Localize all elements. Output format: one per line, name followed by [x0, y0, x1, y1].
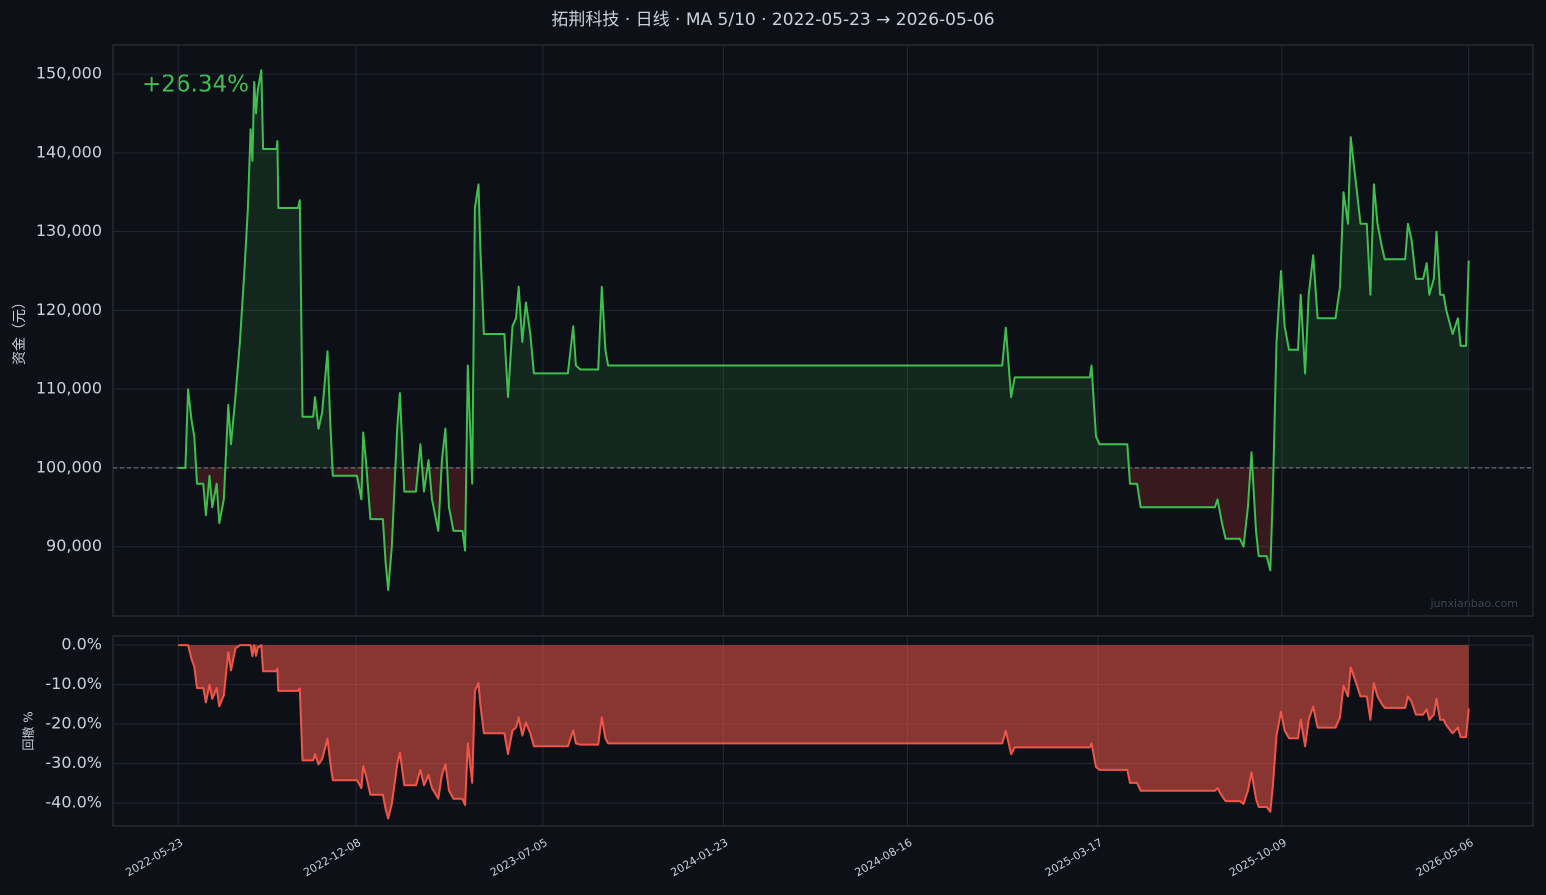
- y-tick-label: 90,000: [46, 536, 102, 555]
- watermark: junxianbao.com: [1429, 597, 1518, 610]
- drawdown-fill: [178, 645, 1469, 819]
- y-tick-label: 0.0%: [61, 635, 102, 654]
- y-tick-label: 110,000: [36, 379, 102, 398]
- y-tick-label: -20.0%: [45, 714, 102, 733]
- y-tick-label: 140,000: [36, 142, 102, 161]
- gain-fill: [178, 70, 1469, 468]
- y-tick-label: -30.0%: [45, 753, 102, 772]
- plot-frame: [112, 635, 1534, 827]
- plot-frame: [112, 44, 1534, 617]
- y-tick-label: 120,000: [36, 300, 102, 319]
- y-axis-label: 回撤 %: [21, 711, 36, 750]
- y-tick-label: -10.0%: [45, 674, 102, 693]
- series-line: [178, 644, 1470, 820]
- chart-title: 拓荆科技 · 日线 · MA 5/10 · 2022-05-23 → 2026-…: [551, 10, 994, 30]
- y-tick-label: 100,000: [36, 457, 102, 476]
- y-tick-label: 150,000: [36, 64, 102, 83]
- y-axis-label: 资金（元）: [12, 295, 28, 365]
- series-line: [178, 69, 1470, 591]
- y-tick-label: 130,000: [36, 221, 102, 240]
- y-tick-label: -40.0%: [45, 793, 102, 812]
- return-annotation: +26.34%: [142, 72, 249, 98]
